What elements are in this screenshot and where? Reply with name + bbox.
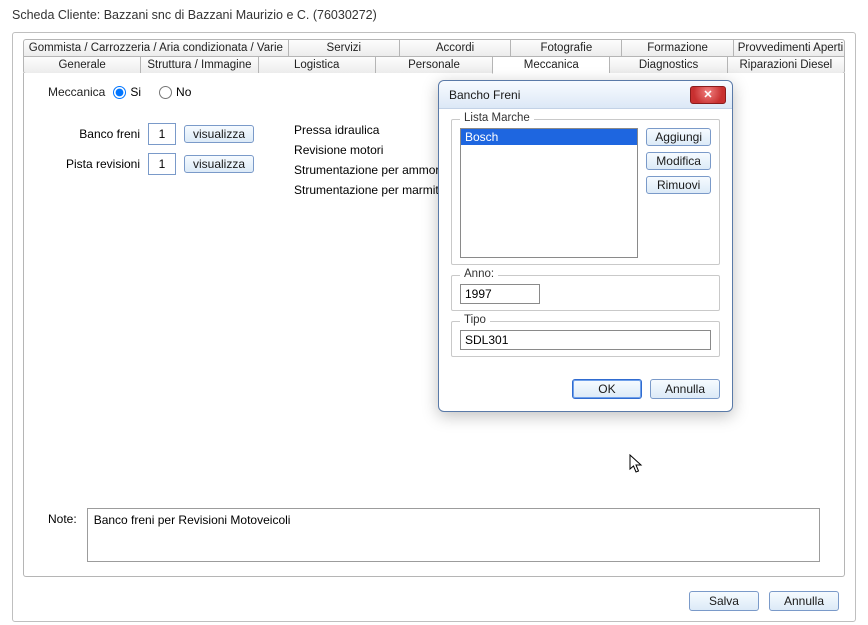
lista-marche-label: Lista Marche xyxy=(460,112,534,124)
tab-servizi[interactable]: Servizi xyxy=(288,39,399,57)
dialog-ok-button[interactable]: OK xyxy=(572,379,642,399)
tab-logistica[interactable]: Logistica xyxy=(258,57,375,74)
meccanica-radio-no-input[interactable] xyxy=(159,86,172,99)
window-title: Scheda Cliente: Bazzani snc di Bazzani M… xyxy=(0,0,868,28)
banco-freni-label: Banco freni xyxy=(48,127,140,141)
tipo-label: Tipo xyxy=(460,314,490,326)
tab-struttura-immagine[interactable]: Struttura / Immagine xyxy=(140,57,257,74)
tab-generale[interactable]: Generale xyxy=(23,57,140,74)
banco-freni-visualizza-button[interactable]: visualizza xyxy=(184,125,254,143)
main-window: Scheda Cliente: Bazzani snc di Bazzani M… xyxy=(0,0,868,625)
note-input[interactable] xyxy=(87,508,820,562)
tab-formazione[interactable]: Formazione xyxy=(621,39,732,57)
rimuovi-button[interactable]: Rimuovi xyxy=(646,176,711,194)
note-row: Note: xyxy=(48,508,820,562)
tab-gommista-carrozzeria-aria-condizionata-varie[interactable]: Gommista / Carrozzeria / Aria condiziona… xyxy=(23,39,288,57)
lista-marche-listbox[interactable]: Bosch xyxy=(460,128,638,258)
tab-meccanica[interactable]: Meccanica xyxy=(492,57,609,74)
pista-revisioni-value[interactable]: 1 xyxy=(148,153,176,175)
tab-accordi[interactable]: Accordi xyxy=(399,39,510,57)
dialog-title: Bancho Freni xyxy=(449,88,520,102)
anno-input[interactable] xyxy=(460,284,540,304)
pista-revisioni-label: Pista revisioni xyxy=(48,157,140,171)
meccanica-radio-si-input[interactable] xyxy=(113,86,126,99)
aggiungi-button[interactable]: Aggiungi xyxy=(646,128,711,146)
anno-label: Anno: xyxy=(460,268,498,280)
tab-provvedimenti-aperti[interactable]: Provvedimenti Aperti xyxy=(733,39,845,57)
dialog-annulla-button[interactable]: Annulla xyxy=(650,379,720,399)
salva-button[interactable]: Salva xyxy=(689,591,759,611)
annulla-button[interactable]: Annulla xyxy=(769,591,839,611)
banco-freni-value[interactable]: 1 xyxy=(148,123,176,145)
list-item[interactable]: Bosch xyxy=(461,129,637,145)
meccanica-radio-si[interactable]: Si xyxy=(113,85,141,99)
radio-label-no: No xyxy=(176,85,191,99)
bancho-freni-dialog: Bancho Freni ✕ Lista Marche Bosch Aggiun… xyxy=(438,80,733,412)
dialog-body: Lista Marche Bosch Aggiungi Modifica Rim… xyxy=(439,109,732,379)
dialog-footer: OK Annulla xyxy=(439,379,732,411)
tipo-input[interactable] xyxy=(460,330,711,350)
col-left: Banco freni 1 visualizza Pista revisioni… xyxy=(48,123,254,183)
lista-marche-group: Lista Marche Bosch Aggiungi Modifica Rim… xyxy=(451,119,720,265)
tab-riparazioni-diesel[interactable]: Riparazioni Diesel xyxy=(727,57,845,74)
tab-diagnostics[interactable]: Diagnostics xyxy=(609,57,726,74)
dialog-close-button[interactable]: ✕ xyxy=(690,86,726,104)
close-icon: ✕ xyxy=(703,88,712,101)
tab-personale[interactable]: Personale xyxy=(375,57,492,74)
tab-fotografie[interactable]: Fotografie xyxy=(510,39,621,57)
pista-revisioni-visualizza-button[interactable]: visualizza xyxy=(184,155,254,173)
dialog-titlebar: Bancho Freni ✕ xyxy=(439,81,732,109)
tipo-group: Tipo xyxy=(451,321,720,357)
meccanica-label: Meccanica xyxy=(48,85,105,99)
meccanica-radio-no[interactable]: No xyxy=(159,85,191,99)
tab-strip: Gommista / Carrozzeria / Aria condiziona… xyxy=(23,39,845,74)
radio-label-si: Si xyxy=(130,85,141,99)
modifica-button[interactable]: Modifica xyxy=(646,152,711,170)
anno-group: Anno: xyxy=(451,275,720,311)
footer-buttons: Salva Annulla xyxy=(689,591,839,611)
note-label: Note: xyxy=(48,508,77,562)
